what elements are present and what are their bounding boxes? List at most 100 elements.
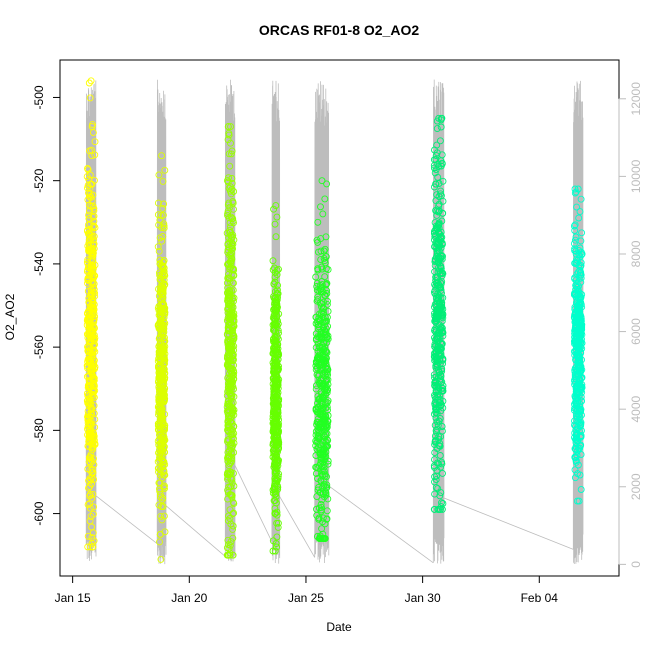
data-point <box>85 189 93 197</box>
data-point <box>576 208 584 216</box>
data-point <box>155 398 163 405</box>
data-point <box>160 328 168 336</box>
data-point <box>156 416 164 424</box>
data-point <box>577 278 585 286</box>
data-point <box>431 456 438 464</box>
data-point <box>229 279 237 287</box>
data-point <box>570 240 578 248</box>
data-point <box>576 444 584 452</box>
data-point <box>322 453 330 461</box>
data-point <box>224 517 232 525</box>
time-trace-connector <box>279 496 316 558</box>
y-tick-label: -520 <box>32 168 46 192</box>
data-point <box>439 294 447 302</box>
data-point <box>433 191 441 199</box>
data-point <box>318 177 326 185</box>
data-point <box>318 390 326 398</box>
data-point <box>161 281 169 288</box>
data-point <box>432 317 439 325</box>
data-point <box>433 306 440 314</box>
data-point <box>156 493 164 501</box>
data-point <box>160 200 168 208</box>
data-point <box>577 317 585 325</box>
data-point <box>89 252 97 260</box>
data-point <box>437 123 445 131</box>
data-point <box>225 199 233 207</box>
data-point <box>229 522 237 530</box>
data-point <box>229 317 237 325</box>
data-point <box>88 369 96 377</box>
data-point <box>323 515 331 523</box>
time-trace-segment <box>156 79 167 565</box>
time-trace-segment <box>432 79 445 564</box>
data-point <box>270 418 278 426</box>
data-point <box>436 395 444 403</box>
data-point <box>159 385 167 393</box>
data-point <box>228 242 236 250</box>
data-point <box>225 129 233 137</box>
data-point <box>438 324 446 331</box>
data-point <box>439 469 446 477</box>
data-point <box>228 493 236 501</box>
data-point <box>85 357 93 365</box>
data-point <box>314 321 322 329</box>
data-point <box>320 461 328 468</box>
y2-tick-label: 0 <box>629 561 643 568</box>
data-point <box>229 326 237 334</box>
data-point <box>439 177 447 185</box>
data-point <box>161 369 169 377</box>
data-point <box>87 248 95 256</box>
data-point <box>274 434 282 441</box>
data-point <box>437 187 445 195</box>
data-point <box>274 320 282 328</box>
data-point <box>318 399 326 407</box>
data-point <box>274 483 282 491</box>
data-point <box>85 454 93 462</box>
data-point <box>156 397 164 405</box>
y-tick-label: -540 <box>32 252 46 276</box>
data-point <box>84 543 92 551</box>
data-point <box>314 399 321 407</box>
data-point <box>435 180 443 187</box>
data-point <box>156 271 164 279</box>
data-point <box>434 505 442 513</box>
data-point <box>226 551 234 559</box>
data-point <box>86 94 94 102</box>
data-point <box>435 247 443 255</box>
data-point <box>159 177 167 185</box>
data-point <box>157 395 165 403</box>
data-point <box>227 231 235 239</box>
data-point <box>322 280 330 288</box>
data-point <box>228 175 236 182</box>
data-point <box>578 251 586 259</box>
data-point <box>269 368 277 376</box>
data-point <box>438 159 446 167</box>
data-point <box>319 210 327 218</box>
data-point <box>319 448 326 456</box>
data-point <box>229 265 237 273</box>
data-point <box>432 476 440 484</box>
data-point <box>160 471 168 479</box>
data-point <box>87 476 95 484</box>
data-points <box>83 77 586 563</box>
data-point <box>317 535 325 542</box>
data-point <box>226 351 234 359</box>
data-point <box>272 294 280 302</box>
data-point <box>432 401 440 409</box>
y-tick-label: -600 <box>32 501 46 525</box>
data-point <box>156 538 163 546</box>
data-point <box>223 229 231 237</box>
data-point <box>578 397 586 405</box>
data-point <box>312 442 320 450</box>
data-point <box>88 437 96 444</box>
data-point <box>572 439 580 446</box>
data-point <box>223 471 231 478</box>
data-point <box>230 188 238 195</box>
data-point <box>229 510 237 518</box>
data-point <box>323 287 331 295</box>
time-trace-segment <box>572 80 584 565</box>
data-point <box>86 349 94 357</box>
data-point <box>90 388 97 395</box>
x-tick-label: Feb 04 <box>521 591 559 605</box>
